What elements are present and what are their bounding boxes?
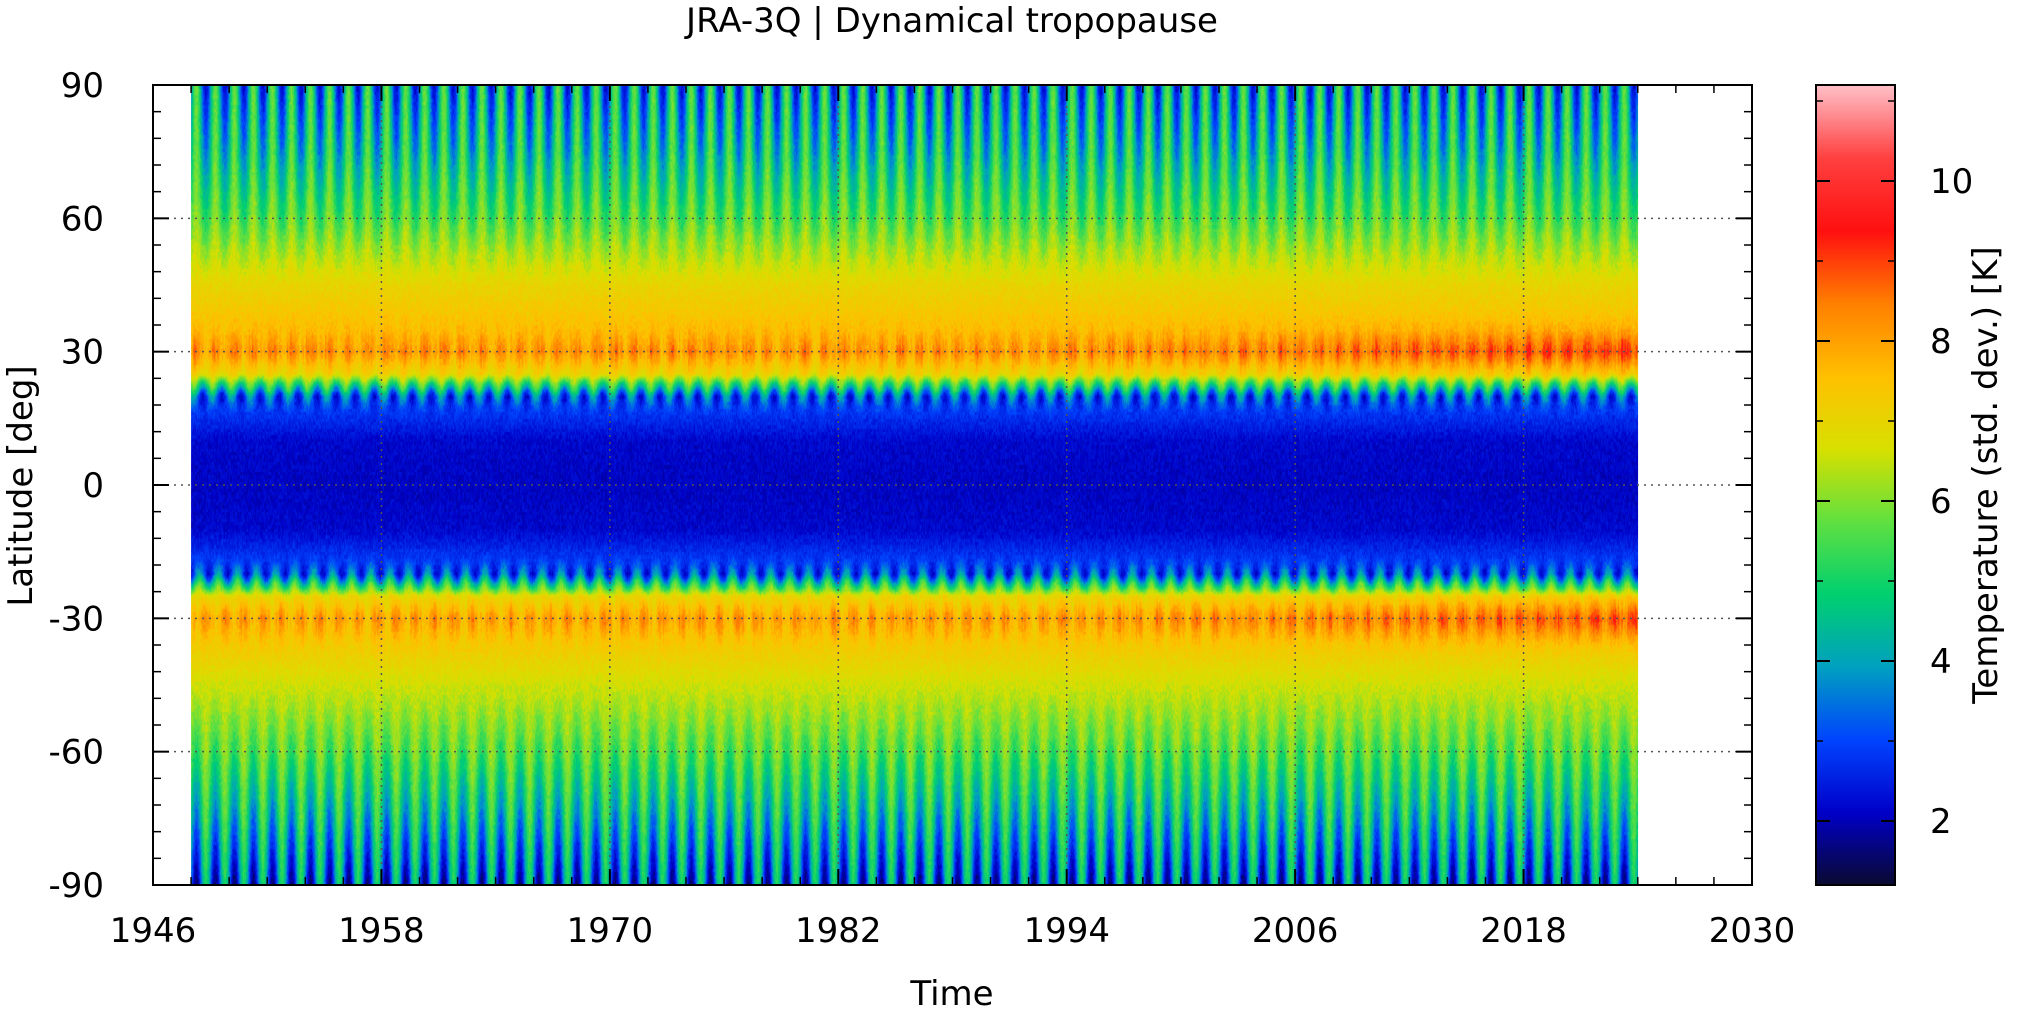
colorbar-tick-label: 8 — [1930, 322, 1952, 362]
x-tick-label: 2006 — [1252, 911, 1339, 951]
colorbar-ticks: 10 8 6 4 2 — [1816, 100, 1973, 842]
colorbar-tick-label: 4 — [1930, 642, 1952, 682]
colorbar-tick-label: 2 — [1930, 802, 1952, 842]
x-tick-label: 2018 — [1480, 911, 1567, 951]
x-tick-labels: 1946 1958 1970 1982 1994 2006 2018 2030 — [110, 911, 1796, 951]
grid-layer — [153, 85, 1752, 885]
y-tick-label: 90 — [61, 66, 104, 106]
x-tick-label: 1958 — [338, 911, 425, 951]
colorbar-title: Temperature (std. dev.) [K] — [1966, 246, 2006, 704]
x-tick-label: 1946 — [110, 911, 197, 951]
y-tick-label: -60 — [48, 733, 104, 773]
y-tick-label: 30 — [61, 333, 104, 373]
y-tick-labels: 90 60 30 0 -30 -60 -90 — [48, 66, 104, 906]
x-axis-title: Time — [909, 974, 993, 1012]
y-axis-title: Latitude [deg] — [1, 365, 41, 606]
x-tick-label: 1970 — [567, 911, 654, 951]
colorbar-gradient — [1816, 85, 1895, 885]
y-tick-label: -30 — [48, 599, 104, 639]
tick-layer — [152, 84, 1753, 886]
y-tick-label: -90 — [48, 866, 104, 906]
x-tick-label: 1982 — [795, 911, 882, 951]
colorbar-tick-label: 6 — [1930, 482, 1952, 522]
y-tick-label: 0 — [82, 466, 104, 506]
chart-title: JRA-3Q | Dynamical tropopause — [684, 1, 1218, 41]
x-tick-label: 1994 — [1023, 911, 1110, 951]
x-tick-label: 2030 — [1709, 911, 1796, 951]
y-tick-label: 60 — [61, 199, 104, 239]
colorbar-frame — [1815, 84, 1896, 886]
colorbar-tick-label: 10 — [1930, 162, 1973, 202]
heatmap-image — [191, 85, 1639, 885]
